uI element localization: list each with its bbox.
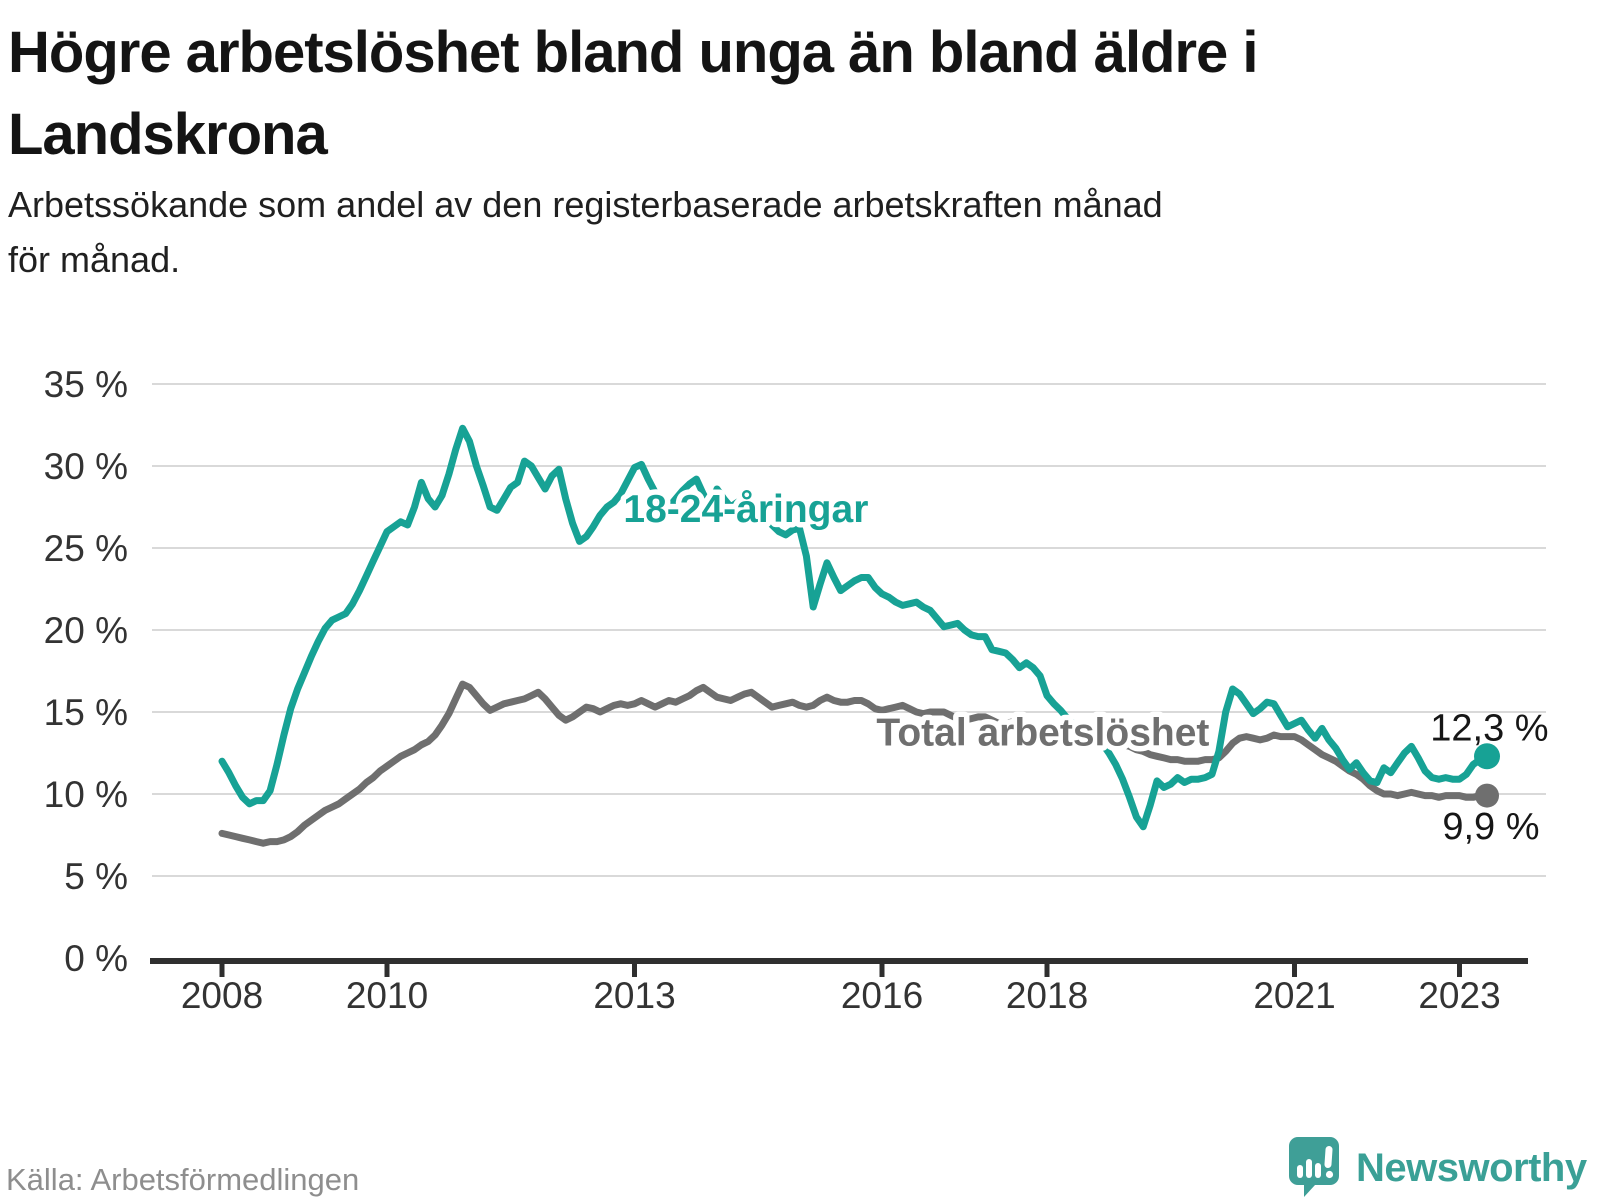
end-dot-18-24-åringar (1474, 743, 1500, 770)
brand-name: Newsworthy (1356, 1146, 1587, 1190)
title-line-1: Högre arbetslöshet bland unga än bland ä… (8, 20, 1259, 85)
series-line-18-24-åringar (218, 424, 1491, 831)
y-tick-label-25: 25 % (44, 528, 128, 569)
title-line-2: Landskrona (8, 102, 328, 168)
end-dot-Total arbetslöshet (1475, 783, 1499, 808)
series-line-Total arbetslöshet (218, 680, 1491, 847)
page-title: Högre arbetslöshet bland unga än bland ä… (8, 12, 1592, 177)
chart-subtitle: Arbetssökande som andel av den registerb… (8, 178, 1163, 287)
subtitle-line-2: för månad. (8, 238, 181, 280)
x-tick-label-2016: 2016 (841, 975, 923, 1016)
y-tick-label-0: 0 % (64, 938, 128, 979)
series-label-Total arbetslöshet: Total arbetslöshet (876, 712, 1209, 755)
x-tick-label-2021: 2021 (1253, 975, 1335, 1016)
end-value-label-18-24-åringar: 12,3 % (1430, 708, 1548, 750)
bar-1 (1297, 1165, 1303, 1178)
x-tick-label-2023: 2023 (1418, 975, 1500, 1016)
series-label-18-24-åringar: 18-24-åringar (623, 488, 868, 531)
newsworthy-logo-icon (1289, 1137, 1339, 1197)
line-chart: 18-24-åringar Total arbetslöshet 12,3 % 9,9… (44, 364, 1549, 1016)
y-tick-label-35: 35 % (44, 364, 128, 405)
y-tick-label-30: 30 % (44, 446, 128, 487)
end-value-label-Total arbetslöshet: 9,9 % (1442, 806, 1539, 848)
subtitle-line-1: Arbetssökande som andel av den registerb… (8, 184, 1163, 225)
bar-3 (1315, 1163, 1321, 1178)
x-tick-label-2008: 2008 (181, 975, 263, 1016)
speech-bubble-shape (1289, 1137, 1339, 1197)
bar-2 (1306, 1159, 1312, 1178)
y-tick-label-20: 20 % (44, 610, 128, 651)
exclamation-bar (1324, 1146, 1333, 1169)
y-tick-label-10: 10 % (44, 774, 128, 815)
y-tick-label-5: 5 % (64, 856, 128, 897)
brand: Newsworthy (1288, 1136, 1587, 1198)
x-tick-label-2013: 2013 (593, 975, 675, 1016)
header: Högre arbetslöshet bland unga än bland ä… (8, 12, 1592, 177)
source-note: Källa: Arbetsförmedlingen (6, 1162, 360, 1197)
y-tick-label-15: 15 % (44, 692, 128, 733)
x-tick-label-2018: 2018 (1006, 975, 1088, 1016)
x-tick-label-2010: 2010 (346, 975, 428, 1016)
exclamation-dot (1325, 1170, 1334, 1179)
